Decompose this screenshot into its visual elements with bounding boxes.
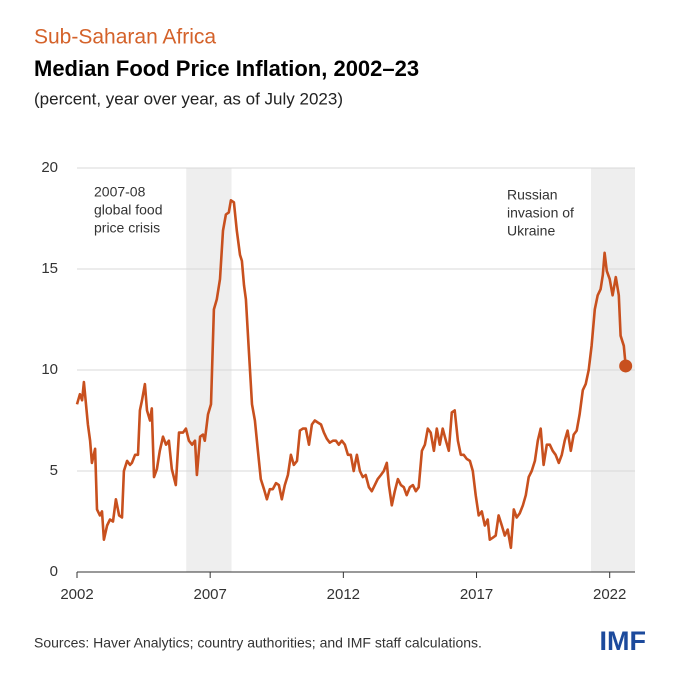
kicker: Sub-Saharan Africa [34,26,216,49]
x-tick-label: 2007 [193,586,226,603]
annotation: 2007-08 [94,184,146,200]
y-tick-label: 10 [41,361,58,378]
y-tick-label: 5 [50,462,58,479]
y-tick-label: 15 [41,260,58,277]
annotation: Ukraine [507,223,555,239]
annotation: invasion of [507,205,574,221]
line-series [75,199,627,550]
annotation: price crisis [94,220,160,236]
annotation: global food [94,202,163,218]
y-tick-label: 20 [41,159,58,176]
x-tick-label: 2017 [460,586,493,603]
logo: IMF [600,626,647,656]
annotation: Russian [507,187,558,203]
chart-title: Median Food Price Inflation, 2002–23 [34,56,419,81]
x-tick-label: 2022 [593,586,626,603]
source: Sources: Haver Analytics; country author… [34,635,482,651]
subtitle: (percent, year over year, as of July 202… [34,89,343,108]
end-point [619,359,633,373]
x-tick-label: 2002 [60,586,93,603]
y-tick-label: 0 [50,563,58,580]
x-tick-label: 2012 [327,586,360,603]
